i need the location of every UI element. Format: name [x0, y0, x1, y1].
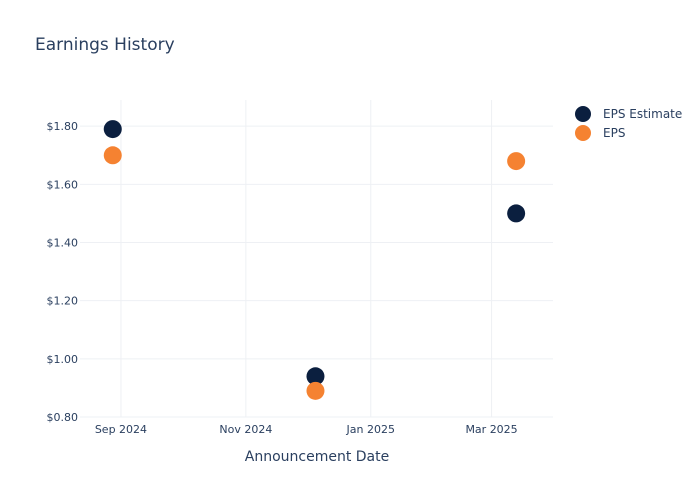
- eps-estimate-point[interactable]: [507, 204, 526, 223]
- x-axis-title: Announcement Date: [245, 449, 389, 465]
- x-tick-label: Jan 2025: [346, 423, 395, 436]
- x-axis-ticks: Sep 2024 Nov 2024 Jan 2025 Mar 2025: [95, 423, 518, 436]
- legend[interactable]: EPS Estimate EPS: [575, 106, 682, 141]
- y-tick-label: $1.40: [47, 237, 79, 250]
- eps-point[interactable]: [507, 152, 526, 171]
- legend-label[interactable]: EPS Estimate: [603, 107, 682, 121]
- data-points: [103, 120, 526, 400]
- chart-title: Earnings History: [35, 35, 175, 55]
- eps-point[interactable]: [103, 146, 122, 165]
- y-tick-label: $1.00: [47, 353, 79, 366]
- x-tick-label: Mar 2025: [465, 423, 517, 436]
- grid-lines: [80, 100, 553, 418]
- legend-marker[interactable]: [575, 106, 591, 122]
- x-tick-label: Nov 2024: [219, 423, 272, 436]
- eps-estimate-point[interactable]: [103, 120, 122, 139]
- y-tick-label: $1.20: [47, 295, 79, 308]
- y-tick-label: $1.60: [47, 178, 79, 191]
- x-tick-label: Sep 2024: [95, 423, 147, 436]
- eps-point[interactable]: [306, 381, 325, 400]
- y-tick-label: $0.80: [47, 411, 79, 424]
- legend-marker[interactable]: [575, 125, 591, 141]
- eps-estimate-point[interactable]: [306, 367, 325, 386]
- y-axis-ticks: $0.80 $1.00 $1.20 $1.40 $1.60 $1.80: [47, 120, 79, 424]
- legend-label[interactable]: EPS: [603, 126, 625, 140]
- y-tick-label: $1.80: [47, 120, 79, 133]
